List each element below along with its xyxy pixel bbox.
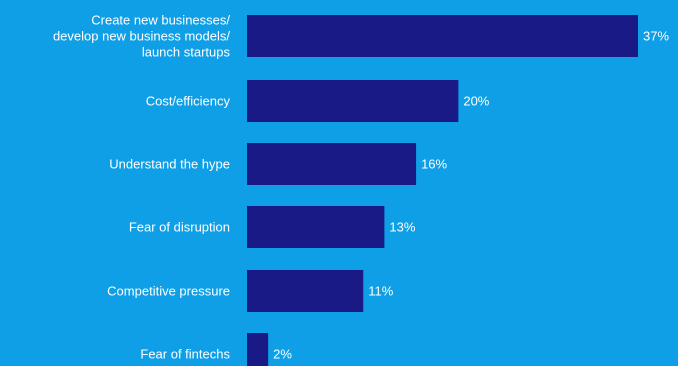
category-label: Fear of fintechs: [140, 347, 230, 362]
bar: [247, 143, 417, 185]
bar-group: Fear of disruption 13%: [129, 206, 416, 248]
bar: [247, 270, 364, 312]
bar-group: Create new businesses/develop new busine…: [53, 13, 670, 60]
bar-group: Cost/efficiency 20%: [146, 80, 490, 122]
bar: [247, 15, 638, 57]
value-label: 16%: [421, 157, 447, 172]
category-label: Competitive pressure: [107, 284, 230, 299]
category-label: Cost/efficiency: [146, 94, 231, 109]
bar-group: Fear of fintechs 2%: [140, 333, 292, 366]
bar-group: Understand the hype 16%: [109, 143, 448, 185]
bar: [247, 80, 459, 122]
category-label: Understand the hype: [109, 157, 230, 172]
value-label: 2%: [273, 347, 292, 362]
value-label: 37%: [643, 29, 669, 44]
bar-group: Competitive pressure 11%: [107, 270, 394, 312]
value-label: 20%: [463, 94, 489, 109]
value-label: 13%: [389, 220, 415, 235]
bar: [247, 206, 385, 248]
value-label: 11%: [368, 284, 393, 299]
category-label: Fear of disruption: [129, 220, 230, 235]
bar: [247, 333, 269, 366]
category-label: Create new businesses/develop new busine…: [53, 13, 231, 60]
